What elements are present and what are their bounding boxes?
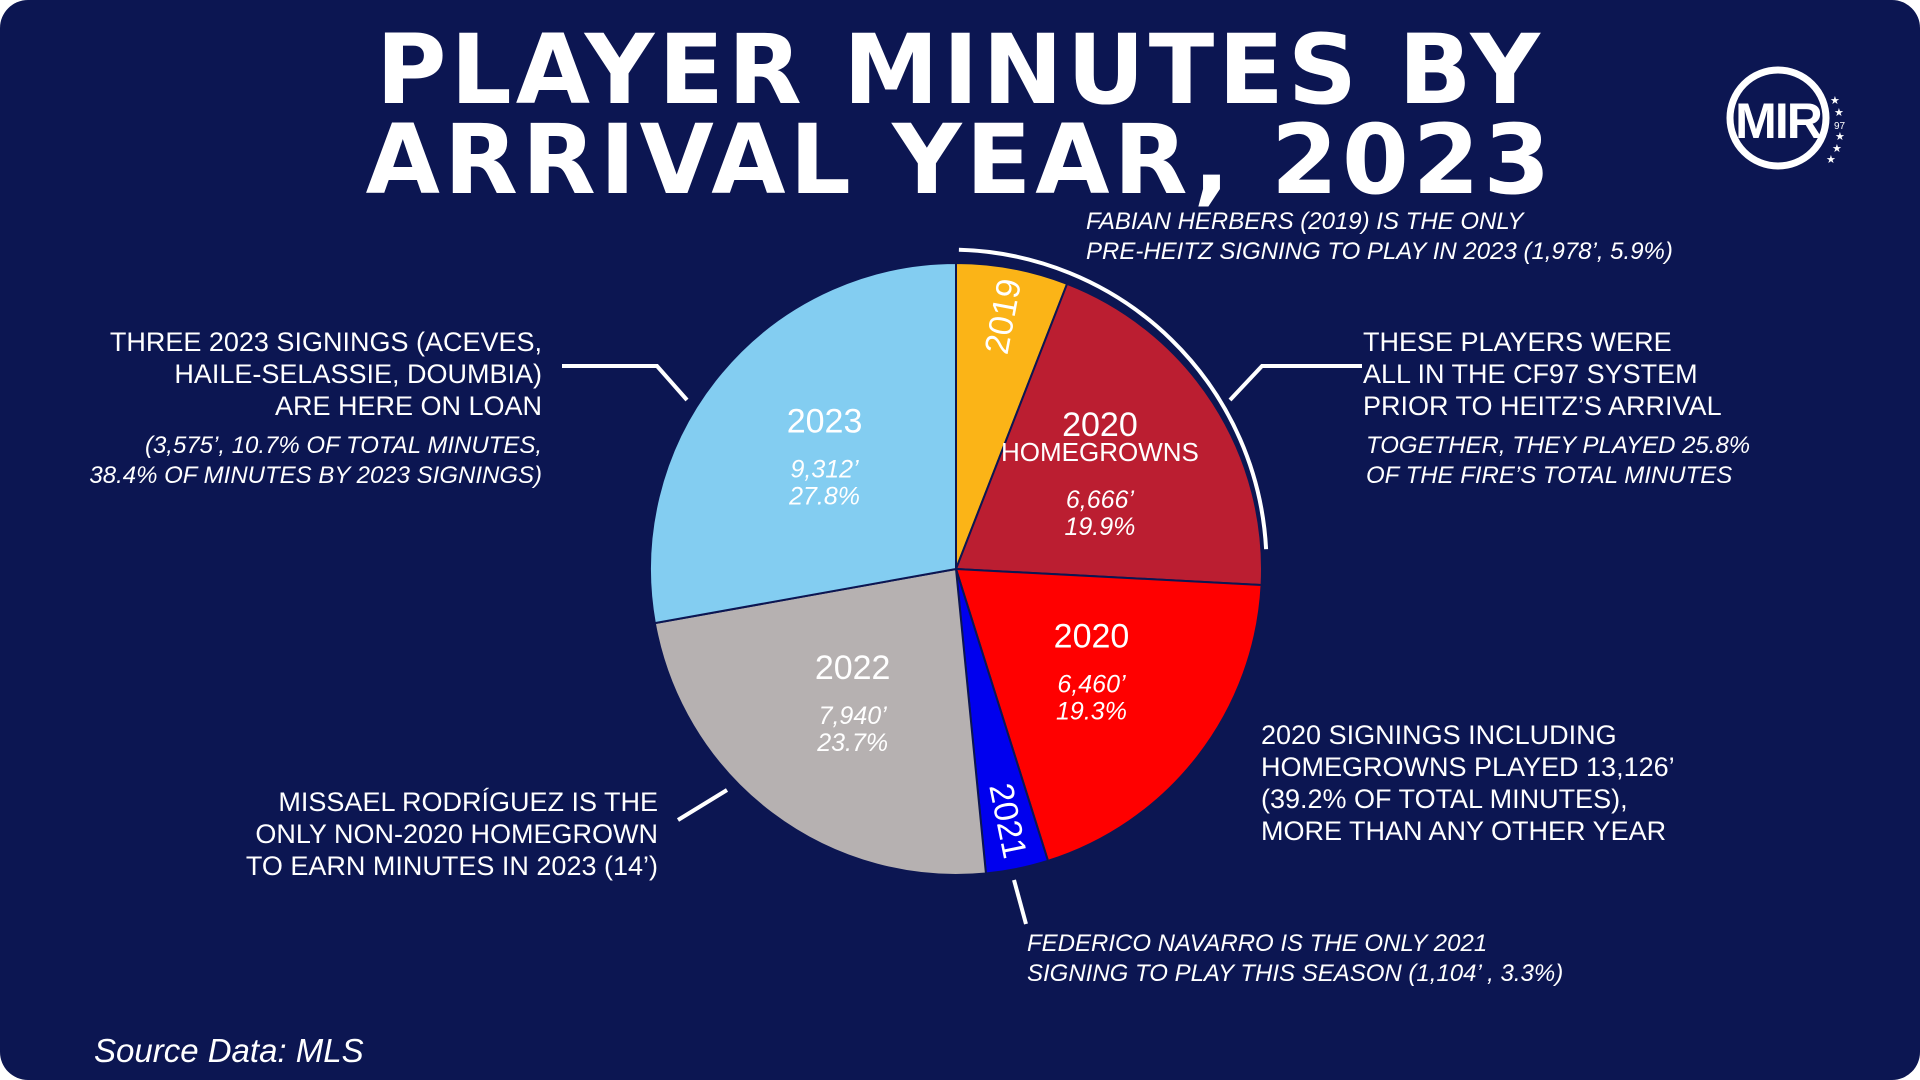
signings-2020-note-line: 2020 SIGNINGS INCLUDING <box>1261 720 1617 750</box>
pie-slice-2020-homegrowns <box>954 282 1263 587</box>
system-subnote-line: TOGETHER, THEY PLAYED 25.8% <box>1366 432 1751 459</box>
logo-star: ★ <box>1832 143 1842 155</box>
navarro-note: FEDERICO NAVARRO IS THE ONLY 2021 SIGNIN… <box>1027 929 1563 989</box>
loan-connector-line <box>562 364 689 402</box>
logo-stars: ★ ★ ★ ★ ★ <box>1826 95 1845 166</box>
system-note-line: THESE PLAYERS WERE <box>1363 327 1672 357</box>
herbers-note-line: PRE-HEITZ SIGNING TO PLAY IN 2023 (1,978… <box>1086 238 1673 265</box>
logo-year: 97 <box>1834 121 1846 132</box>
navarro-note-line: FEDERICO NAVARRO IS THE ONLY 2021 <box>1027 930 1488 957</box>
system-note: THESE PLAYERS WERE ALL IN THE CF97 SYSTE… <box>1363 326 1722 422</box>
loan-subnote-line: 38.4% OF MINUTES BY 2023 SIGNINGS) <box>89 462 542 489</box>
slice-value-label: 6,460’ <box>1057 670 1126 698</box>
pie-slice-2022 <box>653 567 988 876</box>
source-label: Source Data: MLS <box>94 1032 364 1069</box>
system-subnote-line: OF THE FIRE’S TOTAL MINUTES <box>1366 462 1733 489</box>
signings-2020-note-line: (39.2% OF TOTAL MINUTES), <box>1261 784 1628 814</box>
pie-slice-2023 <box>649 261 957 625</box>
slice-year-label: 2020 <box>1062 406 1138 444</box>
logo-star: ★ <box>1835 131 1845 143</box>
logo-star: ★ <box>1834 107 1844 119</box>
pie-slice-labels: 20192020HOMEGROWNS6,666’19.9%20206,460’1… <box>787 276 1199 862</box>
slice-year-label: 2023 <box>787 403 863 441</box>
slice-percent-label: 19.9% <box>1064 513 1135 541</box>
signings-2020-note-line: MORE THAN ANY OTHER YEAR <box>1261 816 1667 846</box>
rodriguez-connector-line <box>676 788 729 822</box>
rodriguez-note-line: MISSAEL RODRÍGUEZ IS THE <box>278 787 658 817</box>
loan-note-line: THREE 2023 SIGNINGS (ACEVES, <box>109 327 542 357</box>
pie-slice-2020 <box>954 567 1263 863</box>
system-note-line: PRIOR TO HEITZ’S ARRIVAL <box>1363 391 1722 421</box>
slice-percent-label: 23.7% <box>816 729 888 757</box>
loan-note: THREE 2023 SIGNINGS (ACEVES, HAILE-SELAS… <box>110 326 542 422</box>
slice-year-label: 2020 <box>1054 617 1130 655</box>
signings-2020-note: 2020 SIGNINGS INCLUDING HOMEGROWNS PLAYE… <box>1261 719 1675 847</box>
chart-title-line-2: ARRIVAL YEAR, 2023 <box>365 104 1555 216</box>
system-subnote: TOGETHER, THEY PLAYED 25.8% OF THE FIRE’… <box>1366 431 1750 491</box>
logo-ring <box>1726 66 1830 170</box>
club-logo: MIR ★ ★ ★ ★ ★ 97 <box>1726 66 1846 170</box>
slice-value-label: 6,666’ <box>1066 486 1135 514</box>
logo-text: MIR <box>1735 93 1823 149</box>
logo-star: ★ <box>1830 95 1840 107</box>
navarro-connector-line <box>1012 879 1028 925</box>
system-connector-line <box>1228 364 1362 402</box>
loan-subnote-line: (3,575’, 10.7% OF TOTAL MINUTES, <box>144 432 542 459</box>
herbers-note: FABIAN HERBERS (2019) IS THE ONLY PRE-HE… <box>1086 207 1673 267</box>
chart-title-line-1: PLAYER MINUTES BY <box>376 14 1544 126</box>
signings-2020-note-line: HOMEGROWNS PLAYED 13,126’ <box>1261 752 1675 782</box>
loan-note-line: ARE HERE ON LOAN <box>274 391 542 421</box>
slice-percent-label: 19.3% <box>1056 697 1127 725</box>
pie-slices <box>649 261 1263 876</box>
system-bracket-arc <box>958 247 1269 550</box>
slice-sublabel: HOMEGROWNS <box>1001 437 1199 467</box>
herbers-note-line: FABIAN HERBERS (2019) IS THE ONLY <box>1086 208 1524 235</box>
rodriguez-note-line: ONLY NON-2020 HOMEGROWN <box>255 819 658 849</box>
system-note-line: ALL IN THE CF97 SYSTEM <box>1363 359 1698 389</box>
slice-value-label: 9,312’ <box>790 456 859 484</box>
slice-year-label: 2022 <box>815 649 891 687</box>
rodriguez-note-line: TO EARN MINUTES IN 2023 (14’) <box>245 851 658 881</box>
rodriguez-note: MISSAEL RODRÍGUEZ IS THE ONLY NON-2020 H… <box>246 786 658 882</box>
slice-value-label: 7,940’ <box>819 702 888 730</box>
logo-star: ★ <box>1826 154 1836 166</box>
loan-subnote: (3,575’, 10.7% OF TOTAL MINUTES, 38.4% O… <box>89 431 542 491</box>
loan-note-line: HAILE-SELASSIE, DOUMBIA) <box>174 359 542 389</box>
navarro-note-line: SIGNING TO PLAY THIS SEASON (1,104’ , 3.… <box>1027 960 1564 987</box>
slice-percent-label: 27.8% <box>788 483 860 511</box>
